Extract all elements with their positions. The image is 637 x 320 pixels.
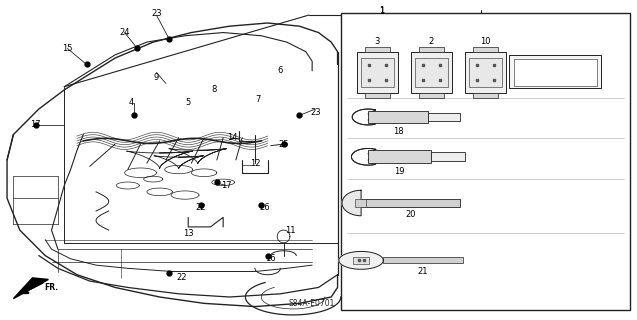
Text: 16: 16 [266, 254, 276, 263]
Text: 2: 2 [429, 37, 434, 46]
Bar [365, 47, 390, 52]
Text: 22: 22 [196, 203, 206, 212]
Text: 21: 21 [418, 267, 428, 276]
Bar [355, 199, 366, 207]
Text: 6: 6 [278, 66, 283, 75]
Bar [509, 55, 601, 88]
Polygon shape [13, 278, 48, 299]
Bar [431, 152, 465, 162]
Text: 14: 14 [227, 133, 238, 142]
Bar [354, 257, 369, 264]
Bar [419, 47, 444, 52]
Bar [361, 58, 394, 87]
Bar [368, 111, 429, 123]
Text: 24: 24 [119, 28, 130, 37]
Bar [464, 52, 506, 93]
Text: S84A-E0701: S84A-E0701 [288, 299, 334, 308]
Text: 9: 9 [154, 73, 159, 82]
Text: 20: 20 [405, 211, 415, 220]
Text: 1: 1 [380, 6, 385, 15]
Text: 25: 25 [278, 140, 289, 148]
Bar [473, 93, 497, 98]
Text: 10: 10 [482, 85, 489, 90]
Text: 1: 1 [380, 7, 385, 16]
Text: 5: 5 [185, 98, 191, 107]
Bar [411, 52, 452, 93]
Bar [361, 199, 460, 207]
Text: 23: 23 [310, 108, 320, 117]
Bar [368, 150, 431, 163]
Text: 7: 7 [255, 95, 261, 104]
Text: 13: 13 [183, 229, 194, 238]
Text: 18: 18 [393, 126, 404, 135]
Text: 17: 17 [221, 181, 232, 190]
Text: 12: 12 [250, 159, 260, 168]
Bar [514, 59, 597, 86]
Bar [365, 93, 390, 98]
Text: 4: 4 [129, 98, 134, 107]
Bar [357, 52, 398, 93]
Bar [415, 58, 448, 87]
Text: 23: 23 [151, 9, 162, 18]
Text: 3: 3 [375, 37, 380, 46]
Bar [419, 93, 444, 98]
Bar [473, 47, 497, 52]
Text: 17: 17 [31, 120, 41, 130]
Bar [383, 258, 463, 263]
Text: 8: 8 [211, 85, 217, 94]
Text: 22: 22 [374, 85, 380, 90]
Bar [469, 58, 502, 87]
Text: 22: 22 [176, 273, 187, 282]
Bar [341, 13, 630, 310]
Text: 10: 10 [480, 37, 490, 46]
Text: 15: 15 [428, 85, 434, 90]
Text: FR.: FR. [45, 283, 59, 292]
Text: 11: 11 [285, 226, 295, 235]
Polygon shape [342, 190, 361, 216]
Bar [429, 113, 461, 122]
Text: 15: 15 [62, 44, 73, 53]
Polygon shape [339, 252, 383, 269]
Text: 19: 19 [394, 167, 405, 176]
Text: 26: 26 [259, 203, 270, 212]
